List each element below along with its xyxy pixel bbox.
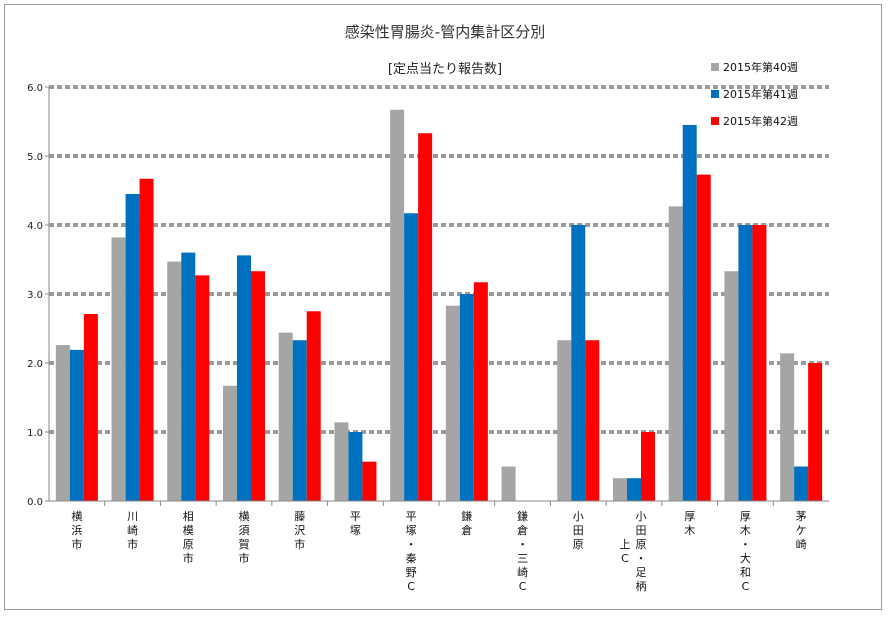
bar <box>571 225 586 501</box>
bar <box>738 225 753 501</box>
legend: 2015年第40週 2015年第41週 2015年第42週 <box>711 60 798 128</box>
x-category-label: 横須賀市 <box>239 509 250 565</box>
bar <box>292 340 307 501</box>
bar <box>390 109 405 502</box>
legend-label: 2015年第40週 <box>723 60 798 74</box>
bar <box>445 305 460 501</box>
bar <box>139 178 154 501</box>
bar <box>181 252 196 501</box>
bar <box>237 255 251 501</box>
x-category-label: 小田原 <box>573 510 584 551</box>
bar <box>404 213 419 501</box>
x-category-label: 厚木・大和 C <box>740 510 751 593</box>
bar <box>585 340 600 501</box>
bar <box>251 271 265 501</box>
y-tick-label: 3.0 <box>27 290 43 301</box>
y-tick-label: 6.0 <box>27 83 43 94</box>
y-axis: 0.0 1.0 2.0 3.0 4.0 5.0 6.0 <box>27 83 50 508</box>
x-category-label: 相模原市 <box>183 510 194 565</box>
bar <box>682 124 697 501</box>
bar <box>418 133 433 502</box>
legend-label: 2015年第42週 <box>723 114 798 128</box>
x-category-label: 鎌倉・三崎 C <box>517 509 528 593</box>
legend-swatch <box>711 117 719 125</box>
x-category-label: 厚木 <box>684 510 695 537</box>
bar <box>627 478 641 501</box>
x-category-label: 平塚・秦野 C <box>406 510 417 593</box>
bar <box>794 466 809 501</box>
bar <box>780 353 795 501</box>
x-category-label: 鎌倉 <box>461 509 472 537</box>
bar <box>167 261 182 501</box>
legend-swatch <box>711 90 719 98</box>
bar <box>69 349 84 501</box>
y-tick-label: 4.0 <box>27 221 43 232</box>
bar <box>808 363 823 501</box>
bar <box>557 340 572 501</box>
y-tick-label: 2.0 <box>27 359 43 370</box>
bar <box>473 282 488 501</box>
bar <box>306 311 321 501</box>
bar <box>125 193 140 501</box>
bar <box>501 466 516 501</box>
bar <box>83 314 98 501</box>
bar <box>459 294 474 501</box>
x-category-label: 横浜市 <box>71 509 82 551</box>
bars <box>55 109 823 502</box>
bar <box>55 345 70 501</box>
bar-chart: 感染性胃腸炎-管内集計区分別 [定点当たり報告数] 0.0 1.0 2.0 3.0 4.… <box>27 23 829 593</box>
x-category-label: 藤沢市 <box>294 510 305 551</box>
bar <box>223 385 237 501</box>
bar <box>334 422 349 501</box>
y-tick-label: 1.0 <box>27 428 43 439</box>
y-tick-label: 0.0 <box>27 497 43 508</box>
legend-swatch <box>711 63 719 71</box>
bar <box>362 461 377 501</box>
chart-subtitle: [定点当たり報告数] <box>388 62 502 77</box>
bar <box>668 206 683 501</box>
chart-frame: 感染性胃腸炎-管内集計区分別 [定点当たり報告数] 0.0 1.0 2.0 3.0 4.… <box>4 4 882 610</box>
x-category-label: 川崎市 <box>127 510 138 551</box>
bar <box>724 271 739 501</box>
bar <box>752 225 767 501</box>
y-tick-label: 5.0 <box>27 152 43 163</box>
chart-title: 感染性胃腸炎-管内集計区分別 <box>345 23 545 41</box>
x-category-label: 小田原・足柄上 C <box>620 510 647 593</box>
legend-label: 2015年第41週 <box>723 87 798 101</box>
gridlines <box>49 85 829 434</box>
bar <box>111 237 126 502</box>
bar <box>348 432 363 501</box>
x-axis: 横浜市 川崎市 相模原市 横須賀市 藤沢市 平塚 平塚・秦野 C 鎌倉 鎌倉・三崎 C 小田原 小田原・… <box>49 500 829 593</box>
bar <box>195 275 210 501</box>
bar <box>278 332 293 501</box>
bar <box>696 174 711 501</box>
x-category-label: 茅ケ崎 <box>796 510 807 551</box>
x-category-label: 平塚 <box>350 510 361 537</box>
bar <box>613 478 627 501</box>
bar <box>641 432 655 501</box>
